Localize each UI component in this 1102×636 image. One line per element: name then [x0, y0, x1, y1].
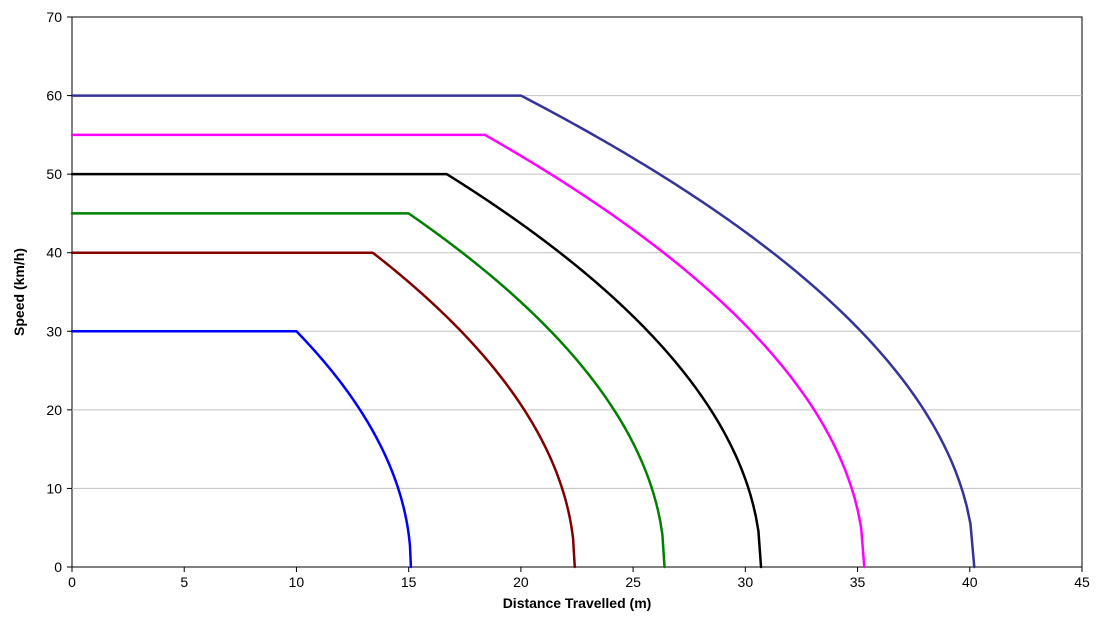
x-axis-title: Distance Travelled (m) — [503, 595, 652, 611]
series-line-5 — [70, 133, 866, 569]
series-line-1 — [70, 330, 413, 569]
x-tick-label: 25 — [625, 574, 641, 590]
y-tick-label: 20 — [46, 402, 62, 418]
x-axis-tick-labels: 0 5 10 15 20 25 30 35 40 45 — [68, 574, 1090, 590]
y-tick-label: 50 — [46, 166, 62, 182]
y-tick-label: 0 — [54, 559, 62, 575]
series-line-2 — [70, 251, 577, 569]
x-tick-label: 30 — [738, 574, 754, 590]
x-tick-label: 10 — [289, 574, 305, 590]
y-axis-tick-labels: 0 10 20 30 40 50 60 70 — [46, 9, 62, 575]
x-tick-label: 35 — [850, 574, 866, 590]
x-tick-label: 20 — [513, 574, 529, 590]
series-line-4 — [70, 172, 763, 569]
x-tick-label: 45 — [1074, 574, 1090, 590]
y-tick-label: 60 — [46, 88, 62, 104]
y-tick-label: 30 — [46, 323, 62, 339]
y-axis-title: Speed (km/h) — [11, 248, 27, 336]
tick-marks — [67, 16, 1083, 572]
y-tick-label: 70 — [46, 9, 62, 25]
plot-area — [71, 16, 1083, 568]
y-tick-label: 40 — [46, 245, 62, 261]
x-tick-label: 15 — [401, 574, 417, 590]
y-tick-label: 10 — [46, 480, 62, 496]
series-line-3 — [70, 212, 666, 569]
series-group — [70, 94, 976, 569]
x-tick-label: 5 — [180, 574, 188, 590]
x-tick-label: 0 — [68, 574, 76, 590]
x-tick-label: 40 — [962, 574, 978, 590]
series-line-6 — [70, 94, 976, 569]
